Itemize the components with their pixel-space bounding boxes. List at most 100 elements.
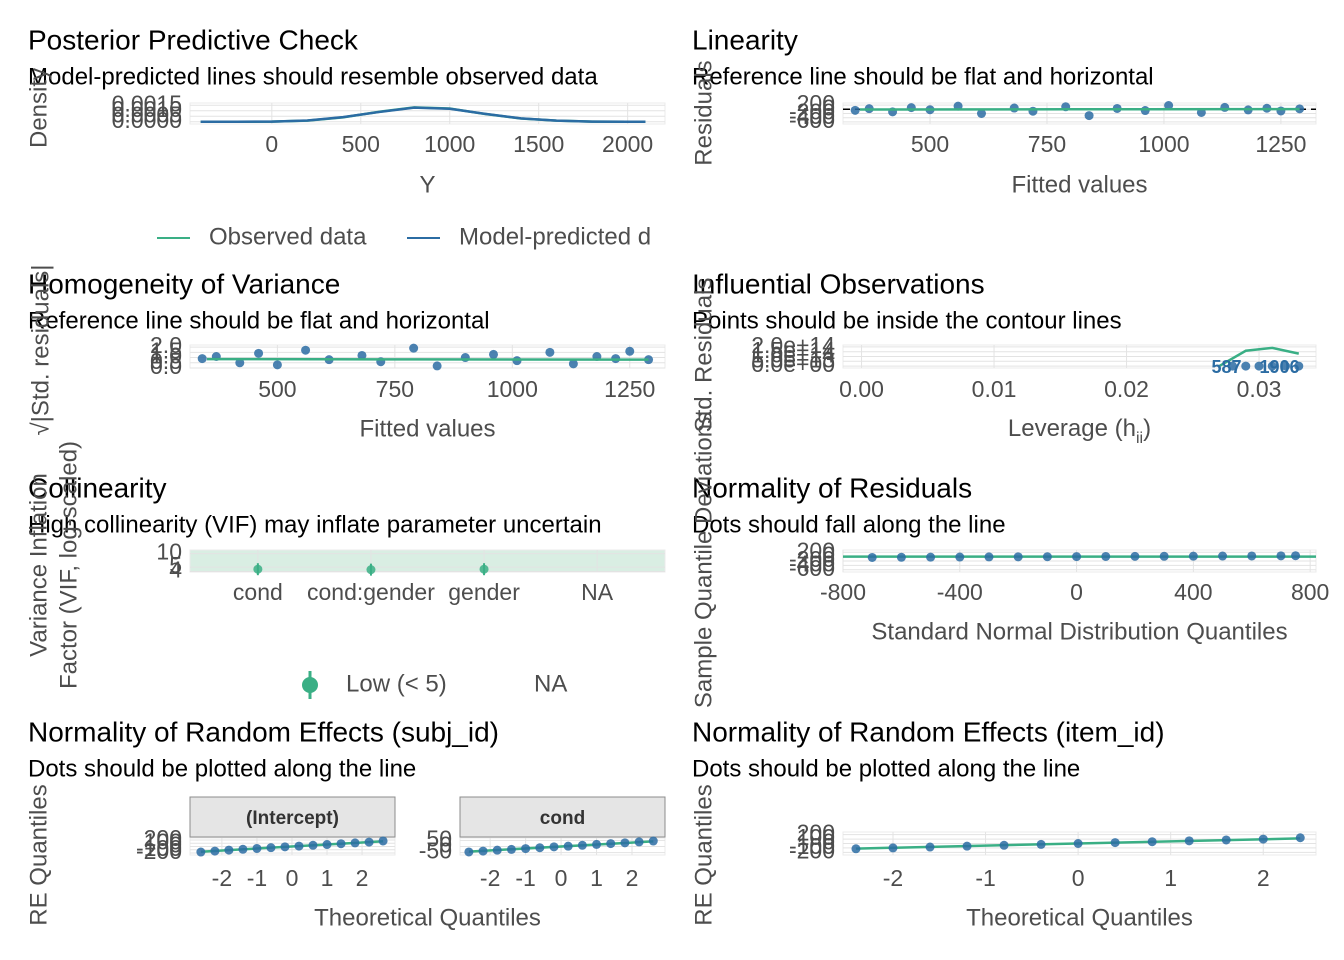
data-point [999, 840, 1009, 850]
panel-subtitle: High collinearity (VIF) may inflate para… [28, 511, 602, 538]
data-point [1294, 361, 1304, 371]
data-point [210, 846, 220, 856]
y-tick-label: -100 [789, 833, 835, 859]
x-axis-label-part: ii [1136, 430, 1143, 447]
x-tick-label: NA [581, 579, 614, 605]
data-point [1072, 552, 1082, 562]
panel-subtitle: Reference line should be flat and horizo… [692, 63, 1154, 90]
series-line [1218, 346, 1300, 368]
data-point [1073, 839, 1083, 848]
y-tick-label: 0.0010 [112, 96, 182, 122]
facet-strip [189, 796, 396, 838]
data-point [606, 839, 616, 849]
x-tick-label: 400 [1174, 579, 1212, 605]
data-point [378, 836, 388, 846]
x-tick-label: 1250 [604, 376, 655, 402]
y-tick-label: 0.0000 [112, 107, 182, 133]
y-tick-label: 1.0 [150, 343, 182, 369]
data-point [1241, 361, 1251, 371]
y-tick-label: 1.5e+14 [751, 337, 835, 363]
x-tick-label: 2000 [602, 131, 653, 157]
data-point [888, 843, 898, 853]
legend-label: Low (< 5) [346, 670, 447, 697]
data-point [1281, 361, 1291, 371]
y-tick-label: 200 [797, 820, 835, 846]
x-tick-label: 1000 [487, 376, 538, 402]
x-tick-label: -1 [515, 865, 535, 891]
panel-title: Linearity [692, 24, 798, 55]
y-tick-label: 50 [426, 826, 452, 852]
data-point [336, 839, 346, 849]
x-tick-label: 0 [265, 131, 278, 157]
data-point [1042, 552, 1052, 562]
data-point [1258, 834, 1268, 844]
x-tick-label: 1 [321, 865, 334, 891]
data-point [1228, 361, 1238, 371]
panel-subtitle: Dots should be plotted along the line [28, 755, 416, 782]
y-tick-label: 0 [169, 832, 182, 858]
facet-strip-label: cond [540, 808, 585, 829]
y-tick-label: 1.5 [150, 337, 182, 363]
x-tick-label: 0.00 [839, 376, 884, 402]
data-point [1140, 106, 1150, 116]
x-tick-label: cond:gender [307, 579, 435, 605]
facet-strip-label: (Intercept) [246, 808, 339, 829]
y-tick-label: 0 [822, 829, 835, 855]
data-point [549, 842, 559, 852]
panel-title: Normality of Random Effects (item_id) [692, 716, 1165, 747]
data-point [521, 844, 531, 854]
data-point [1276, 106, 1286, 116]
data-point [1101, 551, 1111, 561]
y-tick-label: 200 [797, 90, 835, 116]
data-point [1159, 551, 1169, 561]
panel-subtitle: Dots should be plotted along the line [692, 755, 1080, 782]
x-axis-label: Y [419, 171, 435, 198]
data-point [308, 840, 318, 850]
data-point [322, 840, 332, 850]
panel-title: Posterior Predictive Check [28, 24, 359, 55]
data-point [896, 552, 906, 562]
x-tick-label: 1000 [1138, 131, 1189, 157]
legend-label: NA [534, 670, 567, 697]
data-point [1084, 111, 1094, 121]
y-tick-label: 0.0 [150, 353, 182, 379]
data-point [955, 552, 965, 562]
data-point [301, 345, 311, 355]
data-point [1188, 551, 1198, 561]
data-point [625, 346, 635, 356]
data-point [962, 841, 972, 851]
y-tick-label: 100 [797, 824, 835, 850]
y-tick-label: 0.0015 [112, 90, 182, 116]
x-axis-label: Fitted values [1011, 171, 1147, 198]
data-point [1130, 551, 1140, 561]
data-point [535, 843, 545, 853]
data-point [545, 347, 555, 357]
data-point [272, 360, 282, 370]
x-tick-label: 0 [1072, 865, 1085, 891]
y-tick-label: 0.0005 [112, 101, 182, 127]
data-point [254, 348, 264, 358]
x-tick-label: 750 [376, 376, 414, 402]
data-point [648, 836, 658, 846]
panel-subtitle: Reference line should be flat and horizo… [28, 307, 490, 334]
data-point [1267, 361, 1277, 371]
x-tick-label: 500 [911, 131, 949, 157]
x-tick-label: 500 [342, 131, 380, 157]
x-tick-label: 0.02 [1104, 376, 1149, 402]
data-point [252, 843, 262, 853]
y-tick-label: -50 [419, 838, 452, 864]
data-point [1295, 833, 1305, 843]
y-tick-label: 200 [144, 825, 182, 851]
y-tick-label: 5.0e+13 [751, 346, 835, 372]
x-tick-label: 500 [258, 376, 296, 402]
y-tick-label: 1.0e+14 [751, 342, 835, 368]
panel-title: Normality of Random Effects (subj_id) [28, 716, 499, 747]
y-tick-label: 0.5 [150, 348, 182, 374]
data-point [253, 564, 263, 574]
data-point [1254, 361, 1264, 371]
panel-title: Collinearity [28, 472, 167, 503]
y-tick-label: 0.0e+00 [751, 351, 835, 377]
data-point [984, 552, 994, 562]
x-tick-label: 0 [555, 865, 568, 891]
x-axis-label: Standard Normal Distribution Quantiles [871, 618, 1287, 645]
